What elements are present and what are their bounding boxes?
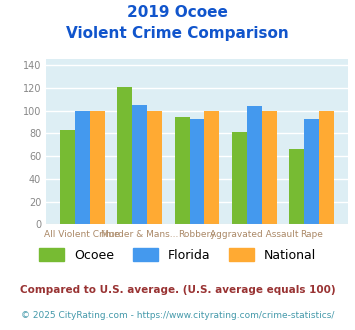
Bar — [319, 111, 334, 224]
Bar — [289, 149, 304, 224]
Bar — [190, 118, 204, 224]
Bar — [175, 117, 190, 224]
Legend: Ocoee, Florida, National: Ocoee, Florida, National — [33, 242, 322, 268]
Bar — [232, 132, 247, 224]
Text: © 2025 CityRating.com - https://www.cityrating.com/crime-statistics/: © 2025 CityRating.com - https://www.city… — [21, 311, 334, 320]
Bar — [90, 111, 105, 224]
Text: Compared to U.S. average. (U.S. average equals 100): Compared to U.S. average. (U.S. average … — [20, 285, 335, 295]
Bar — [304, 118, 319, 224]
Bar — [262, 111, 277, 224]
Bar — [75, 111, 90, 224]
Bar — [147, 111, 162, 224]
Bar — [117, 87, 132, 224]
Bar — [204, 111, 219, 224]
Bar — [60, 130, 75, 224]
Bar — [247, 106, 262, 224]
Text: 2019 Ocoee: 2019 Ocoee — [127, 5, 228, 20]
Text: Violent Crime Comparison: Violent Crime Comparison — [66, 26, 289, 41]
Bar — [132, 105, 147, 224]
